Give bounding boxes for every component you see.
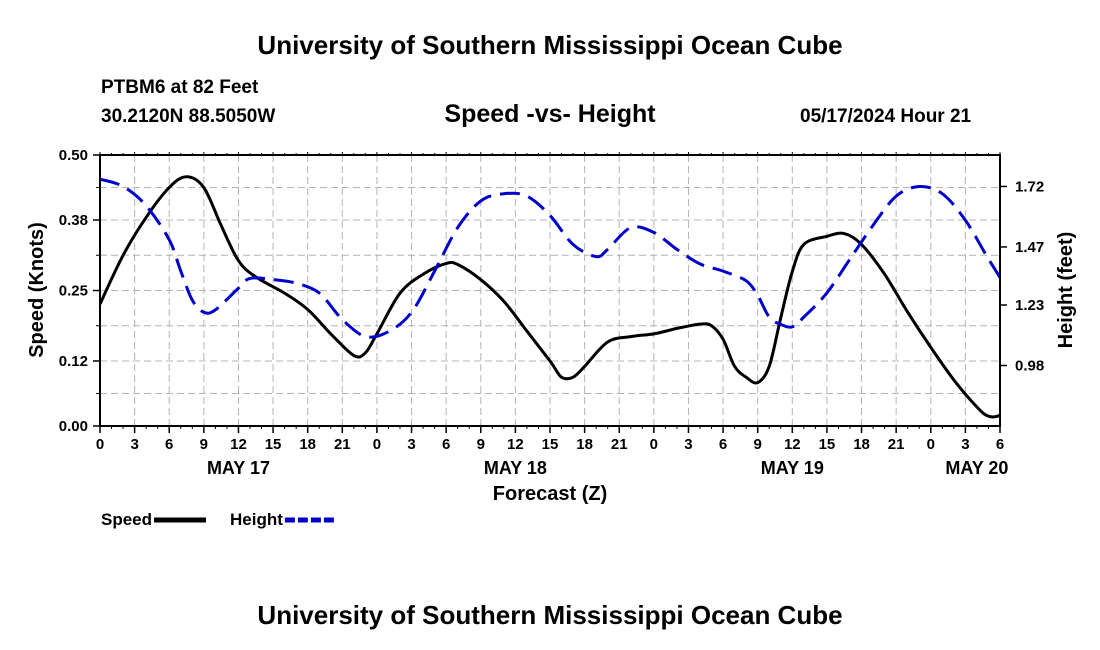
- coordinates-label: 30.2120N 88.5050W: [101, 106, 276, 127]
- x-tick-label: 18: [853, 436, 870, 453]
- date-label: MAY 20: [945, 458, 1008, 478]
- x-tick-label: 6: [442, 436, 450, 453]
- x-tick-label: 6: [996, 436, 1004, 453]
- x-tick-label: 21: [611, 436, 628, 453]
- forecast-date-label: 05/17/2024 Hour 21: [800, 106, 972, 127]
- y-axis-left-label: Speed (Knots): [26, 222, 48, 358]
- x-tick-label: 9: [200, 436, 208, 453]
- station-label: PTBM6 at 82 Feet: [101, 77, 259, 98]
- x-tick-label: 3: [684, 436, 692, 453]
- x-tick-label: 18: [299, 436, 316, 453]
- chart-subtitle: Speed -vs- Height: [444, 100, 656, 128]
- x-tick-label: 3: [961, 436, 969, 453]
- x-tick-label: 9: [477, 436, 485, 453]
- x-axis-label: Forecast (Z): [493, 483, 607, 505]
- x-tick-label: 15: [265, 436, 282, 453]
- y-left-tick-label: 0.00: [59, 418, 88, 435]
- x-tick-label: 21: [334, 436, 351, 453]
- y-right-tick-label: 0.98: [1015, 358, 1044, 375]
- x-tick-label: 12: [784, 436, 801, 453]
- x-tick-label: 3: [407, 436, 415, 453]
- legend: Speed Height: [101, 510, 337, 529]
- axes: 0 3 6 9 12 15 18 21 0 3 6 9 12 15 18 21 0 3 6 9 12 15 18 21 0 3 6 M…: [59, 147, 1044, 478]
- grid-lines: [100, 155, 1000, 426]
- date-label: MAY 18: [484, 458, 547, 478]
- x-tick-label: 15: [819, 436, 836, 453]
- page-title: University of Southern Mississippi Ocean…: [257, 30, 843, 60]
- x-tick-label: 12: [230, 436, 247, 453]
- x-tick-label: 15: [542, 436, 559, 453]
- x-tick-label: 0: [96, 436, 104, 453]
- y-right-tick-label: 1.23: [1015, 297, 1044, 314]
- y-left-tick-label: 0.50: [59, 147, 88, 164]
- footer-title: University of Southern Mississippi Ocean…: [257, 600, 843, 630]
- x-tick-label: 6: [719, 436, 727, 453]
- series-line-height: [100, 177, 1000, 339]
- x-tick-label: 21: [888, 436, 905, 453]
- x-tick-label: 9: [754, 436, 762, 453]
- x-tick-label: 6: [165, 436, 173, 453]
- series-line-speed: [100, 175, 1000, 419]
- y-left-tick-label: 0.12: [59, 353, 88, 370]
- y-axis-right-label: Height (feet): [1055, 232, 1077, 349]
- legend-label-speed: Speed: [101, 510, 152, 529]
- series-lines: [100, 175, 1000, 419]
- x-tick-label: 0: [373, 436, 381, 453]
- date-label: MAY 19: [761, 458, 824, 478]
- x-tick-label: 3: [130, 436, 138, 453]
- y-right-tick-label: 1.47: [1015, 239, 1044, 256]
- x-tick-label: 12: [507, 436, 524, 453]
- y-left-tick-label: 0.25: [59, 283, 88, 300]
- legend-label-height: Height: [230, 510, 283, 529]
- x-tick-label: 0: [650, 436, 658, 453]
- y-left-tick-label: 0.38: [59, 212, 88, 229]
- date-label: MAY 17: [207, 458, 270, 478]
- x-tick-label: 18: [576, 436, 593, 453]
- y-right-tick-label: 1.72: [1015, 178, 1044, 195]
- x-tick-label: 0: [927, 436, 935, 453]
